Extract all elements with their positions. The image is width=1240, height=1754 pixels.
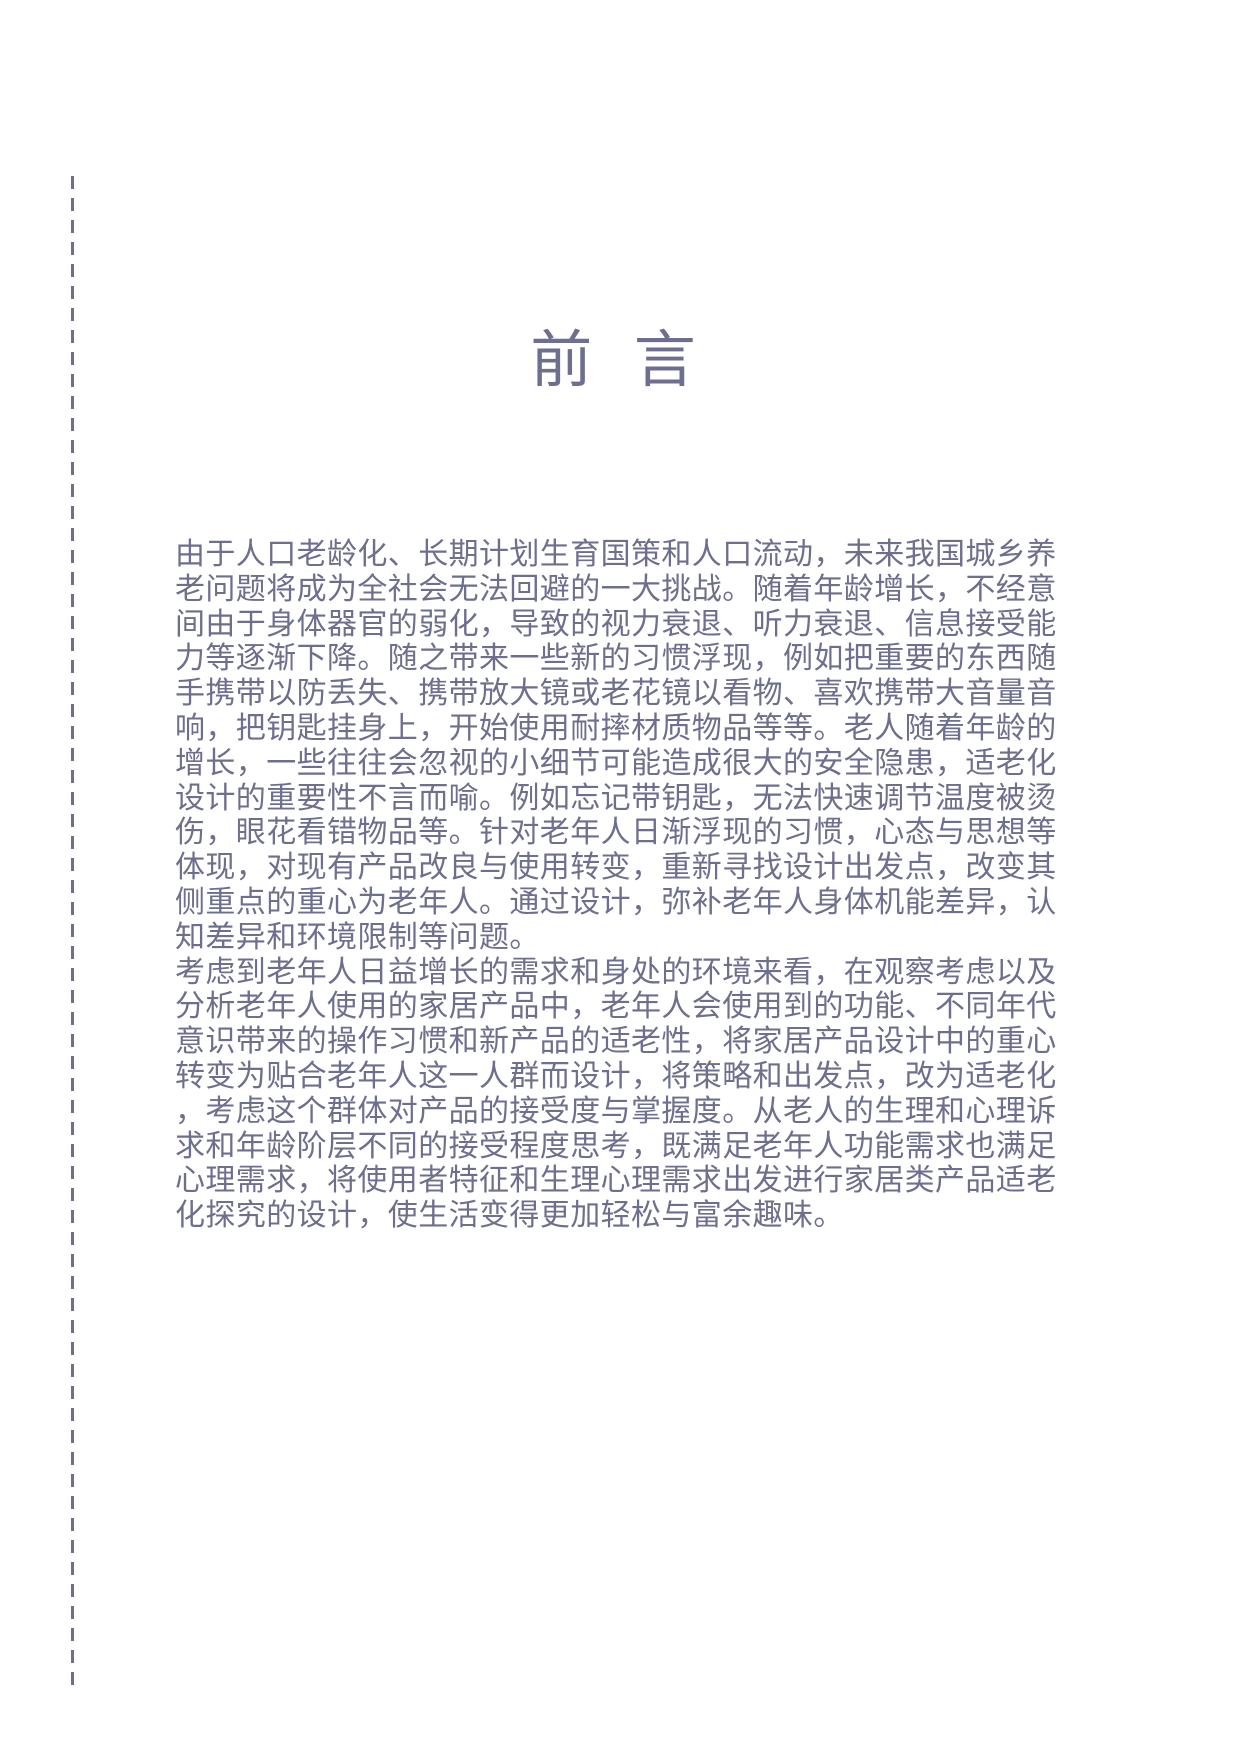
text-line: 增长，一些往往会忽视的小细节可能造成很大的安全隐患，适老化 [175,746,1057,780]
text-line: 力等逐渐下降。随之带来一些新的习惯浮现，例如把重要的东西随 [175,642,1057,676]
text-line: 设计的重要性不言而喻。例如忘记带钥匙，无法快速调节温度被烫 [175,781,1057,815]
text-line: 伤，眼花看错物品等。针对老年人日渐浮现的习惯，心态与思想等 [175,816,1057,850]
text-line: 老问题将成为全社会无法回避的一大挑战。随着年龄增长，不经意 [175,572,1057,606]
text-line: 间由于身体器官的弱化，导致的视力衰退、听力衰退、信息接受能 [175,607,1057,641]
text-line: 知差异和环境限制等问题。 [175,920,540,954]
text-line: 转变为贴合老年人这一人群而设计，将策略和出发点，改为适老化 [175,1059,1057,1093]
paragraph-2: 考虑到老年人日益增长的需求和身处的环境来看，在观察考虑以及 分析老年人使用的家居… [175,956,1059,1234]
text-line: 心理需求，将使用者特征和生理心理需求出发进行家居类产品适老 [175,1164,1057,1198]
preface-body: 由于人口老龄化、长期计划生育国策和人口流动，未来我国城乡养 老问题将成为全社会无… [175,538,1059,1234]
paragraph-1: 由于人口老龄化、长期计划生育国策和人口流动，未来我国城乡养 老问题将成为全社会无… [175,538,1059,956]
text-line: 由于人口老龄化、长期计划生育国策和人口流动，未来我国城乡养 [175,538,1057,571]
text-line: 求和年龄阶层不同的接受程度思考，既满足老年人功能需求也满足 [175,1129,1057,1163]
text-line: 分析老年人使用的家居产品中，老年人会使用到的功能、不同年代 [175,990,1057,1024]
text-line: 化探究的设计，使生活变得更加轻松与富余趣味。 [175,1199,844,1233]
text-line: 意识带来的操作习惯和新产品的适老性，将家居产品设计中的重心 [175,1025,1057,1059]
text-line: 响，把钥匙挂身上，开始使用耐摔材质物品等等。老人随着年龄的 [175,711,1057,745]
text-line: 侧重点的重心为老年人。通过设计，弥补老年人身体机能差异，认 [175,885,1057,919]
text-line: 体现，对现有产品改良与使用转变，重新寻找设计出发点，改变其 [175,851,1057,885]
left-dashed-rule [71,176,74,1688]
text-line: 考虑到老年人日益增长的需求和身处的环境来看，在观察考虑以及 [175,955,1057,989]
text-line: 手携带以防丢失、携带放大镜或老花镜以看物、喜欢携带大音量音 [175,677,1057,711]
page-title: 前 言 [530,327,696,395]
text-line: ，考虑这个群体对产品的接受度与掌握度。从老人的生理和心理诉 [175,1094,1057,1128]
